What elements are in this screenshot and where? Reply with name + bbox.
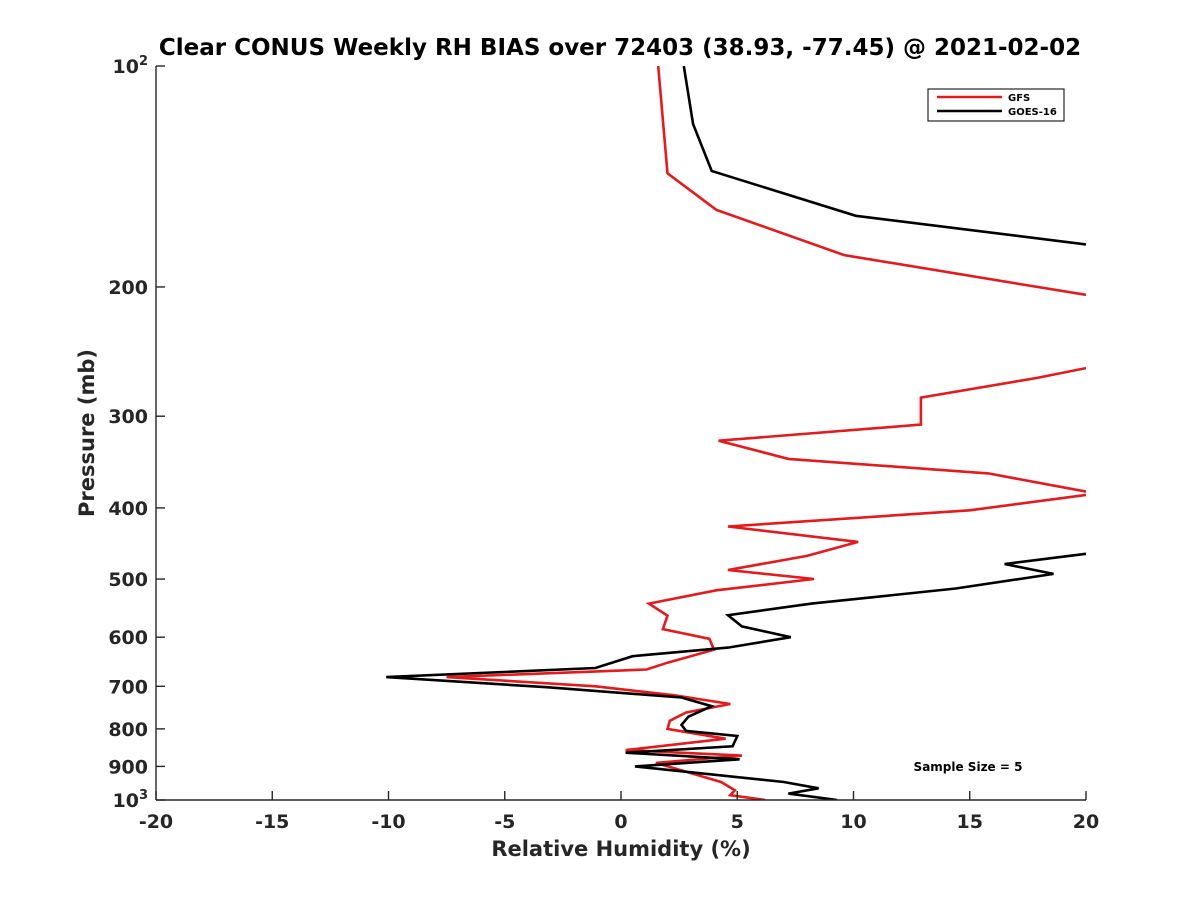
x-tick-label: 0	[614, 811, 627, 833]
y-tick-label: 400	[108, 498, 148, 520]
x-tick-label: -20	[139, 811, 173, 833]
y-tick-label: 500	[108, 569, 148, 591]
y-tick-label: 300	[108, 406, 148, 428]
x-tick-label: -15	[255, 811, 289, 833]
x-tick-label: -5	[494, 811, 515, 833]
y-tick-label: 200	[108, 277, 148, 299]
legend-label: GFS	[1008, 93, 1030, 104]
y-axis-label: Pressure (mb)	[75, 349, 99, 517]
chart-title: Clear CONUS Weekly RH BIAS over 72403 (3…	[159, 35, 1081, 61]
y-tick-label: 102	[113, 54, 149, 78]
y-tick-label: 800	[108, 719, 148, 741]
x-tick-label: 20	[1073, 811, 1099, 833]
series-line-gfs	[446, 66, 1086, 800]
legend-label: GOES-16	[1008, 107, 1057, 118]
x-tick-label: 15	[957, 811, 983, 833]
x-axis-ticks: -20 -15 -10 -5 0 5 10 15 20	[139, 791, 1099, 833]
y-tick-label: 600	[108, 627, 148, 649]
x-tick-label: -10	[371, 811, 405, 833]
legend: GFS GOES-16	[927, 88, 1065, 122]
x-tick-label: 5	[731, 811, 744, 833]
x-axis-label: Relative Humidity (%)	[491, 837, 750, 861]
y-tick-label: 700	[108, 676, 148, 698]
series-layer	[386, 66, 1086, 800]
x-tick-label: 10	[840, 811, 866, 833]
sample-size-annotation: Sample Size = 5	[914, 760, 1023, 774]
y-tick-label: 900	[108, 756, 148, 778]
y-tick-label: 103	[113, 788, 149, 812]
series-line-goes-16	[386, 66, 1086, 800]
y-axis-ticks: 102 200 300 400 500 600 700 800 900 103	[108, 54, 165, 812]
legend-box	[927, 88, 1065, 122]
